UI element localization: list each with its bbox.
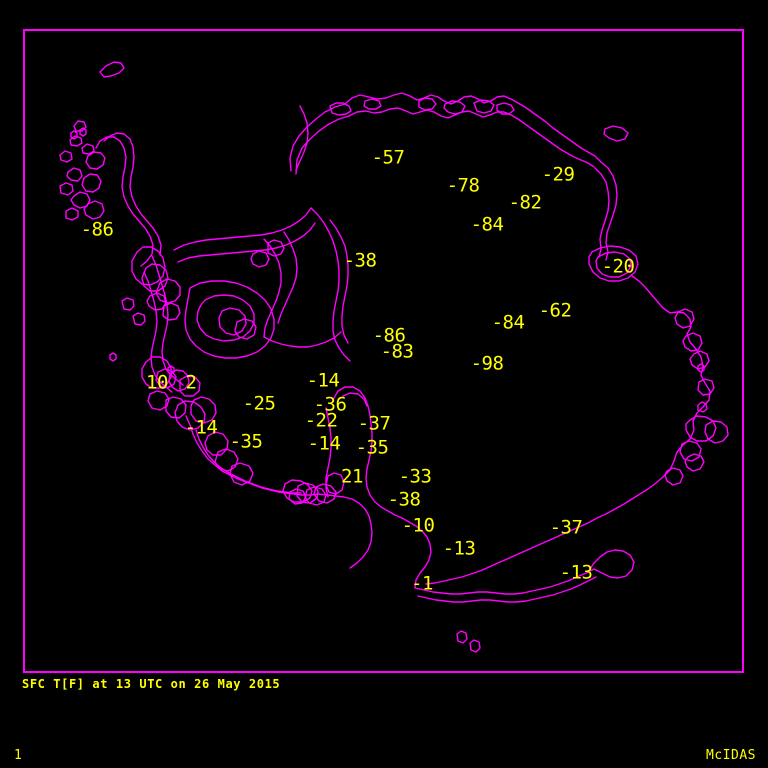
temperature-observation: -35 [229, 430, 263, 453]
temperature-observation: -86 [80, 218, 114, 241]
temperature-observation: -86 [372, 324, 406, 347]
temperature-observation: -37 [357, 412, 391, 435]
temperature-observation: -13 [559, 561, 593, 584]
temperature-observation: -38 [343, 249, 377, 272]
temperature-observation: 21 [341, 465, 363, 488]
temperature-observation: -35 [355, 436, 389, 459]
temperature-observation: -29 [541, 163, 575, 186]
temperature-observation: -14 [307, 432, 341, 455]
temperature-observation: -13 [442, 537, 476, 560]
temperature-observation: -82 [508, 191, 542, 214]
temperature-observation: -57 [371, 146, 405, 169]
frame-number-label: 1 [14, 748, 22, 763]
temperature-observation: -37 [549, 516, 583, 539]
coastline-paths [59, 61, 729, 653]
temperature-observation: -84 [470, 213, 504, 236]
temperature-observation: -25 [242, 392, 276, 415]
temperature-observation: 10 [146, 371, 168, 394]
temperature-observation: -10 [401, 514, 435, 537]
temperature-observation: -78 [446, 174, 480, 197]
temperature-observation: -83 [380, 340, 414, 363]
temperature-observation: -62 [538, 299, 572, 322]
temperature-observation: 2 [185, 371, 197, 394]
temperature-observation: -14 [306, 369, 340, 392]
temperature-observation: -33 [398, 465, 432, 488]
temperature-observation: -38 [387, 488, 421, 511]
temperature-observation: -36 [313, 393, 347, 416]
temperature-observation: -22 [304, 409, 338, 432]
mcidas-brand-label: McIDAS [706, 748, 756, 763]
temperature-observation: -20 [601, 255, 635, 278]
temperature-observation: -84 [491, 311, 525, 334]
product-title-label: SFC T[F] at 13 UTC on 26 May 2015 [22, 677, 281, 691]
temperature-observation: -1 [411, 572, 433, 595]
temperature-observation: -98 [470, 352, 504, 375]
map-border-frame [23, 29, 744, 673]
temperature-observation: -14 [184, 416, 218, 439]
